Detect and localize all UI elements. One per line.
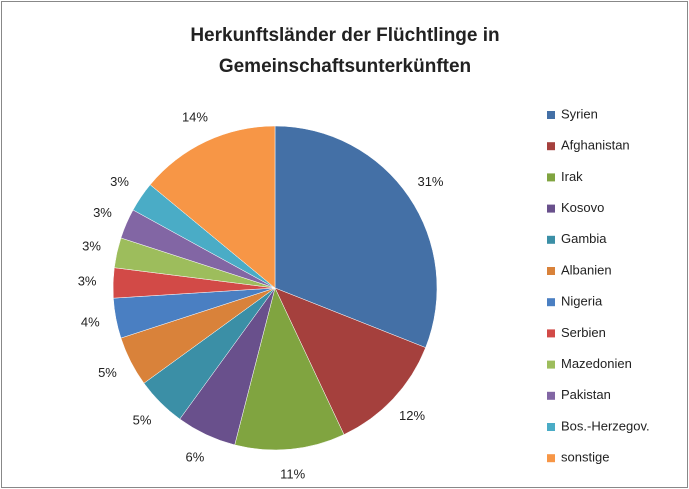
legend-swatch: [547, 298, 555, 307]
legend-label: Bos.-Herzegov.: [561, 418, 650, 433]
legend-label: sonstige: [561, 450, 609, 465]
legend-label: Mazedonien: [561, 356, 632, 371]
legend-label: Syrien: [561, 106, 598, 121]
legend-swatch: [547, 360, 555, 369]
data-label: 11%: [280, 467, 305, 482]
legend-swatch: [547, 204, 555, 213]
legend-label: Nigeria: [561, 294, 603, 309]
legend-swatch: [547, 329, 555, 338]
legend-label: Kosovo: [561, 200, 604, 215]
legend-label: Serbien: [561, 325, 606, 340]
data-label: 5%: [133, 412, 152, 427]
legend-swatch: [547, 423, 555, 431]
pie-slice: [274, 125, 438, 348]
data-label: 5%: [98, 365, 117, 380]
legend-swatch: [547, 111, 555, 119]
legend-label: Afghanistan: [561, 138, 630, 153]
legend-swatch: [547, 454, 555, 463]
legend-swatch: [547, 173, 555, 182]
pie-slice: [149, 125, 276, 289]
pie-slice: [274, 287, 426, 435]
data-label: 3%: [93, 205, 112, 220]
data-label: 3%: [110, 174, 129, 189]
legend-swatch: [547, 267, 555, 275]
chart-title: Herkunftsländer der Flüchtlinge in: [190, 25, 499, 46]
legend-label: Albanien: [561, 262, 612, 277]
legend-label: Pakistan: [561, 387, 611, 402]
data-label: 31%: [417, 174, 443, 189]
chart-title: Gemeinschaftsunterkünften: [219, 56, 471, 77]
data-label: 6%: [186, 450, 205, 465]
data-label: 4%: [81, 315, 100, 330]
legend-swatch: [547, 142, 555, 151]
legend-label: Gambia: [561, 231, 607, 246]
data-label: 14%: [182, 109, 208, 124]
legend-swatch: [547, 235, 555, 244]
legend-swatch: [547, 391, 555, 400]
legend-label: Irak: [561, 169, 583, 184]
data-label: 3%: [78, 274, 97, 289]
pie-slice: [234, 287, 345, 451]
data-label: 3%: [82, 238, 101, 253]
data-label: 12%: [399, 408, 425, 423]
